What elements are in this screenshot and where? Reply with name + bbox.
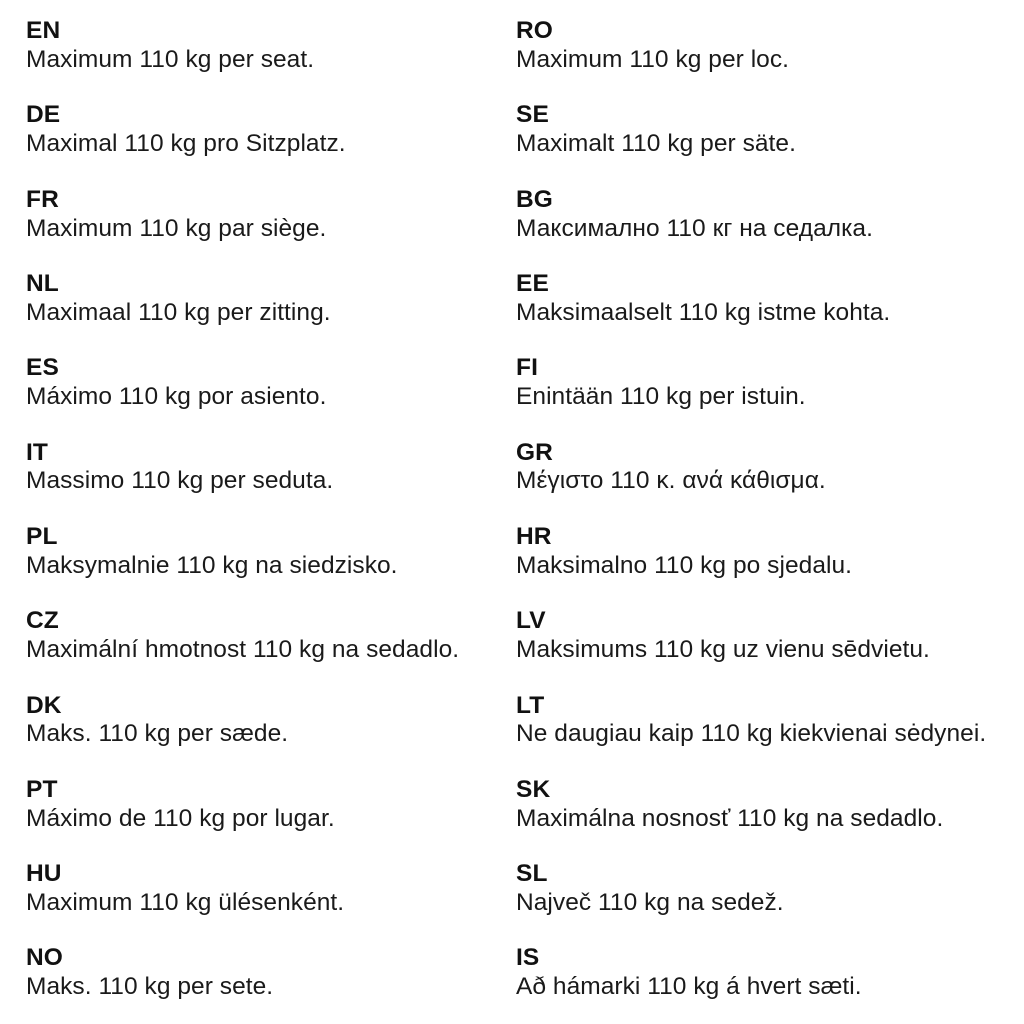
language-text: Maximal 110 kg pro Sitzplatz. [26,130,346,158]
language-code: NL [26,269,59,297]
language-text: Maks. 110 kg per sæde. [26,720,289,748]
language-code: CZ [26,607,59,635]
notice-block: IS Að hámarki 110 kg á hvert sæti. [516,944,1004,1002]
language-text: Maksimalno 110 kg po sjedalu. [516,551,853,579]
language-text: Maximum 110 kg ülésenként. [26,889,345,917]
language-code: SK [516,775,551,803]
notice-block: LV Maksimums 110 kg uz vienu sēdvietu. [516,607,1004,665]
language-text: Maximalt 110 kg per säte. [516,130,796,158]
notice-block: IT Massimo 110 kg per seduta. [26,439,516,497]
language-text: Maximum 110 kg per seat. [26,45,315,73]
language-text: Maximálna nosnosť 110 kg na sedadlo. [516,804,944,832]
language-code: EE [516,269,549,297]
language-code: FR [26,185,59,213]
notice-block: EE Maksimaalselt 110 kg istme kohta. [516,270,1004,328]
language-code: BG [516,185,553,213]
language-text: Maximální hmotnost 110 kg na sedadlo. [26,636,460,664]
language-code: GR [516,438,553,466]
notice-column-left: EN Maximum 110 kg per seat. DE Maximal 1… [26,17,516,1002]
notice-block: HU Maximum 110 kg ülésenként. [26,860,516,918]
notice-block: SL Največ 110 kg na sedež. [516,860,1004,918]
language-code: RO [516,17,553,44]
language-text: Maks. 110 kg per sete. [26,973,274,1001]
language-text: Ne daugiau kaip 110 kg kiekvienai sėdyne… [516,720,987,748]
language-text: Maksimaalselt 110 kg istme kohta. [516,298,891,326]
notice-block: PL Maksymalnie 110 kg na siedzisko. [26,523,516,581]
language-code: IS [516,944,540,972]
language-code: SE [516,101,549,129]
notice-block: FI Enintään 110 kg per istuin. [516,354,1004,412]
language-text: Enintään 110 kg per istuin. [516,383,806,411]
language-text: Največ 110 kg na sedež. [516,889,784,917]
language-code: NO [26,944,63,972]
language-code: IT [26,438,48,466]
language-code: PT [26,775,58,803]
language-code: SL [516,860,548,888]
language-code: HR [516,522,552,550]
notice-block: HR Maksimalno 110 kg po sjedalu. [516,523,1004,581]
notice-block: GR Μέγιστο 110 κ. ανά κάθισμα. [516,439,1004,497]
language-code: DE [26,101,61,129]
language-code: LV [516,607,546,635]
language-text: Máximo de 110 kg por lugar. [26,804,335,832]
language-text: Максимално 110 кг на седалка. [516,214,873,242]
language-text: Maximum 110 kg par siège. [26,214,327,242]
notice-block: FR Maximum 110 kg par siège. [26,186,516,244]
notice-block: EN Maximum 110 kg per seat. [26,17,516,75]
language-text: Maksimums 110 kg uz vienu sēdvietu. [516,636,930,664]
notice-block: NO Maks. 110 kg per sete. [26,944,516,1002]
notice-block: DE Maximal 110 kg pro Sitzplatz. [26,101,516,159]
language-code: EN [26,17,61,44]
language-text: Máximo 110 kg por asiento. [26,383,327,411]
language-code: PL [26,522,58,550]
language-text: Maksymalnie 110 kg na siedzisko. [26,551,398,579]
notice-block: ES Máximo 110 kg por asiento. [26,354,516,412]
notice-block: PT Máximo de 110 kg por lugar. [26,776,516,834]
notice-column-right: RO Maximum 110 kg per loc. SE Maximalt 1… [516,17,1004,1002]
language-code: FI [516,354,538,382]
language-text: Að hámarki 110 kg á hvert sæti. [516,973,862,1001]
notice-block: NL Maximaal 110 kg per zitting. [26,270,516,328]
language-code: LT [516,691,545,719]
language-text: Maximaal 110 kg per zitting. [26,298,331,326]
language-code: HU [26,860,62,888]
language-text: Maximum 110 kg per loc. [516,45,790,73]
language-text: Massimo 110 kg per seduta. [26,467,334,495]
notice-block: CZ Maximální hmotnost 110 kg na sedadlo. [26,607,516,665]
notice-block: LT Ne daugiau kaip 110 kg kiekvienai sėd… [516,692,1004,750]
notice-block: SE Maximalt 110 kg per säte. [516,101,1004,159]
notice-block: BG Максимално 110 кг на седалка. [516,186,1004,244]
language-code: DK [26,691,62,719]
notice-block: SK Maximálna nosnosť 110 kg na sedadlo. [516,776,1004,834]
notice-block: RO Maximum 110 kg per loc. [516,17,1004,75]
notice-columns: EN Maximum 110 kg per seat. DE Maximal 1… [26,17,1004,1002]
language-code: ES [26,354,59,382]
notice-block: DK Maks. 110 kg per sæde. [26,692,516,750]
language-text: Μέγιστο 110 κ. ανά κάθισμα. [516,467,826,495]
